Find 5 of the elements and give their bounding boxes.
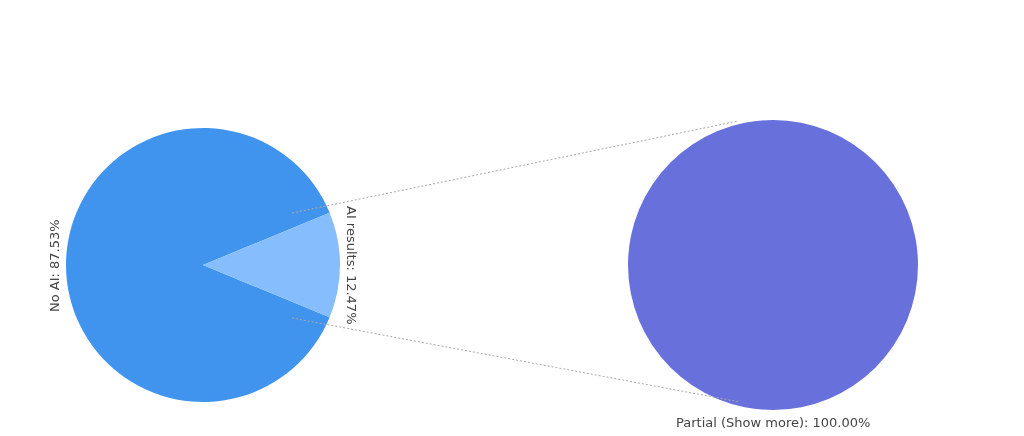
slice-label: Partial (Show more): 100.00% [676,415,871,430]
slice-label: No AI: 87.53% [47,219,62,312]
slice-label: AI results: 12.47% [344,206,359,325]
pie-slice [66,128,330,402]
pie-slice [203,212,340,318]
